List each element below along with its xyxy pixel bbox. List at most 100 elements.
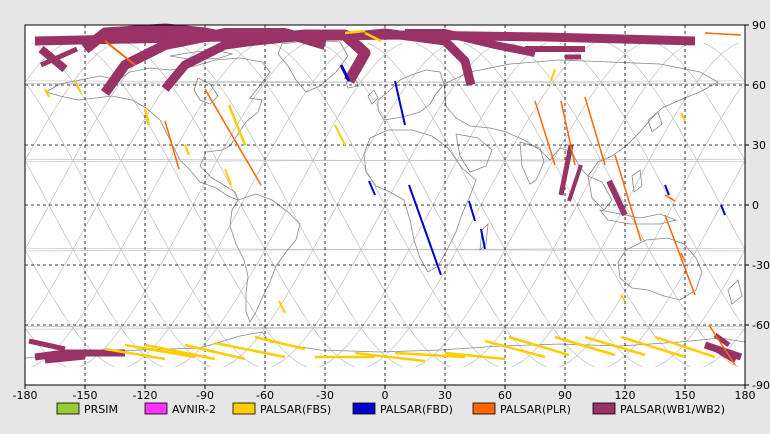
coast-south-america xyxy=(229,193,301,323)
series-palsar-wb1-wb2- xyxy=(28,23,743,364)
legend-label: AVNIR-2 xyxy=(172,403,216,416)
swath xyxy=(214,341,286,359)
legend-item: PALSAR(PLR) xyxy=(472,402,571,416)
swath xyxy=(704,32,742,36)
legend-swatch xyxy=(592,402,616,415)
swath xyxy=(364,31,382,43)
x-tick-label: 150 xyxy=(675,389,696,402)
swath xyxy=(654,335,716,359)
legend-swatch xyxy=(232,402,256,415)
y-tick-label: 30 xyxy=(752,139,766,152)
legend-item: PALSAR(WB1/WB2) xyxy=(592,402,725,416)
swath xyxy=(254,335,306,351)
legend-item: AVNIR-2 xyxy=(144,402,216,416)
x-tick-label: -90 xyxy=(196,389,214,402)
swath xyxy=(34,349,125,361)
swath xyxy=(405,29,536,57)
swath xyxy=(339,64,351,82)
legend-item: PALSAR(FBS) xyxy=(232,402,331,416)
swath xyxy=(334,124,346,146)
swath xyxy=(708,324,736,366)
swath xyxy=(554,335,616,357)
swath xyxy=(74,80,82,94)
swath xyxy=(664,214,696,296)
swath xyxy=(664,184,670,196)
series-palsar-fbd- xyxy=(339,64,726,276)
x-tick-label: 180 xyxy=(735,389,756,402)
y-tick-label: 0 xyxy=(752,199,759,212)
swath xyxy=(584,96,606,166)
swath xyxy=(408,184,442,276)
coast-hudson-bay xyxy=(193,77,219,105)
x-tick-label: -180 xyxy=(13,389,38,402)
legend-label: PALSAR(FBS) xyxy=(260,403,331,416)
swath xyxy=(44,354,86,364)
swath xyxy=(394,351,466,359)
swath xyxy=(184,144,190,156)
y-tick-label: -90 xyxy=(752,379,770,392)
swath xyxy=(468,200,476,222)
x-axis-ticks: -180 -150 -120 -90 -60 -30 0 30 60 90 120 150 180 xyxy=(13,385,756,402)
swath xyxy=(227,104,247,146)
swath xyxy=(620,335,686,359)
swath xyxy=(104,40,136,66)
legend-swatch xyxy=(472,402,496,415)
coast-australia xyxy=(617,237,703,301)
swath xyxy=(606,179,628,217)
legend-item: PALSAR(FBD) xyxy=(352,402,453,416)
legend-swatch xyxy=(144,402,168,415)
x-tick-label: 30 xyxy=(438,389,452,402)
swath xyxy=(124,343,196,359)
y-axis-ticks: 90 60 30 0 -30 -60 -90 xyxy=(745,19,770,392)
coast-asia xyxy=(443,59,719,177)
y-tick-label: -30 xyxy=(752,259,770,272)
swath xyxy=(534,100,556,166)
coast-japan xyxy=(647,111,663,133)
swath xyxy=(560,100,576,166)
coast-greenland xyxy=(277,39,349,93)
swath xyxy=(558,144,574,196)
swath xyxy=(344,29,366,35)
series-palsar-plr- xyxy=(104,32,742,366)
coast-europe xyxy=(377,69,445,121)
series-palsar-fbs- xyxy=(44,29,716,363)
x-tick-label: 90 xyxy=(558,389,572,402)
legend: PRSIM AVNIR-2 PALSAR(FBS) PALSAR(FBD) PALSAR… xyxy=(56,402,725,416)
x-tick-label: 120 xyxy=(615,389,636,402)
coast-north-america xyxy=(44,57,271,201)
swath xyxy=(484,339,546,359)
swath xyxy=(143,108,151,126)
observation-swaths xyxy=(28,23,743,366)
coast-new-zealand xyxy=(727,279,743,305)
swath xyxy=(614,154,642,242)
x-tick-label: 60 xyxy=(498,389,512,402)
y-tick-label: 90 xyxy=(752,19,766,32)
swath xyxy=(584,335,646,357)
swath xyxy=(44,88,50,98)
swath xyxy=(444,351,506,361)
x-tick-label: -150 xyxy=(73,389,98,402)
swath xyxy=(368,180,376,196)
swath xyxy=(28,338,66,352)
swath xyxy=(39,46,79,68)
coast-uk xyxy=(367,89,379,105)
swath xyxy=(164,120,180,170)
swath xyxy=(204,88,262,186)
coast-madagascar xyxy=(479,222,489,252)
legend-swatch xyxy=(56,402,80,415)
swath xyxy=(480,228,486,250)
x-tick-label: 0 xyxy=(382,389,389,402)
swath xyxy=(680,252,686,262)
swath xyxy=(184,343,246,361)
x-tick-label: -120 xyxy=(133,389,158,402)
y-tick-label: 60 xyxy=(752,79,766,92)
swath xyxy=(680,112,686,122)
swath xyxy=(104,347,166,361)
legend-label: PRSIM xyxy=(84,403,118,416)
swath xyxy=(224,168,232,186)
swath xyxy=(567,164,583,202)
swath xyxy=(508,335,570,357)
legend-item: PRSIM xyxy=(56,402,118,416)
graticule xyxy=(25,25,745,385)
